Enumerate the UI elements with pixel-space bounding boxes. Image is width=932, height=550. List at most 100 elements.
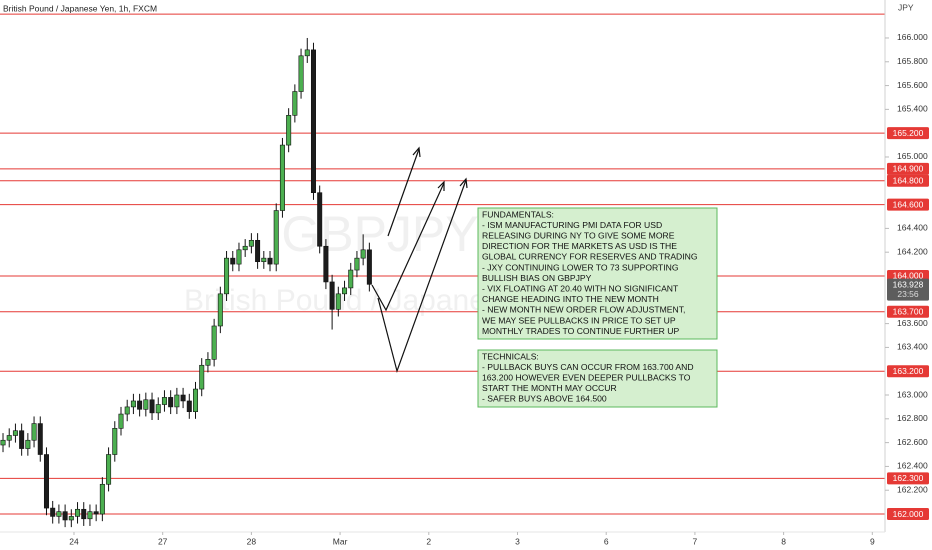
candle-body — [62, 511, 68, 521]
candle-body — [286, 115, 292, 146]
candle-body — [323, 245, 329, 283]
x-tick-label: 8 — [781, 536, 786, 546]
candle-body — [255, 239, 261, 263]
candle-body — [106, 454, 112, 485]
x-tick-label: Mar — [333, 536, 348, 546]
candle-body — [224, 257, 230, 295]
arrow-head — [412, 146, 421, 158]
candle-body — [329, 281, 335, 310]
candle-body — [317, 192, 323, 247]
annotation-line: - VIX FLOATING AT 20.40 WITH NO SIGNIFIC… — [482, 283, 679, 293]
candle-body — [37, 423, 43, 455]
candle-body — [242, 245, 248, 251]
y-tick-label: 165.400 — [897, 104, 928, 114]
candle-body — [149, 399, 155, 414]
candle-body — [335, 293, 341, 310]
last-price-label: 163.928 — [893, 279, 924, 289]
level-label: 162.000 — [893, 509, 924, 519]
candle-body — [304, 49, 310, 57]
projection-path — [387, 148, 420, 237]
candle-body — [0, 439, 6, 446]
candle-body — [199, 364, 205, 390]
y-tick-label: 165.800 — [897, 56, 928, 66]
y-tick-label: 163.000 — [897, 389, 928, 399]
candle-body — [99, 483, 105, 515]
y-tick-label: 162.200 — [897, 484, 928, 494]
annotation-line: FUNDAMENTALS: — [482, 209, 554, 219]
annotation-line: CHANGE HEADING INTO THE NEW MONTH — [482, 294, 659, 304]
x-tick-label: 24 — [69, 536, 79, 546]
candle-body — [193, 388, 199, 412]
levels — [0, 13, 885, 515]
annotation-box — [477, 349, 718, 408]
annotation-line: GLOBAL CURRENCY FOR RESERVES AND TRADING — [482, 252, 698, 262]
candle-body — [354, 257, 360, 271]
candle-body — [298, 55, 304, 92]
candle-body — [50, 507, 56, 517]
candle-body — [112, 428, 118, 455]
candle-body — [261, 257, 267, 263]
level-label: 162.300 — [893, 473, 924, 483]
candle-body — [31, 423, 37, 441]
candle-body — [12, 430, 18, 436]
annotation-line: BULLISH BIAS ON GBPJPY — [482, 273, 592, 283]
candle-body — [124, 406, 130, 415]
annotation-line: - JXY CONTINUING LOWER TO 73 SUPPORTING — [482, 262, 679, 272]
candle-body — [130, 400, 136, 408]
x-tick-label: 9 — [870, 536, 875, 546]
level-label-box — [887, 162, 929, 175]
annotation-text: FUNDAMENTALS:- ISM MANUFACTURING PMI DAT… — [482, 209, 698, 403]
arrow-head — [437, 180, 445, 191]
candle-body — [155, 404, 161, 414]
candle-body — [236, 249, 242, 265]
countdown-label: 23:56 — [897, 289, 919, 299]
last-price-box — [887, 278, 929, 301]
watermark-symbol: GBPJPY — [281, 206, 478, 262]
y-tick-label: 166.000 — [897, 32, 928, 42]
level-label: 164.600 — [893, 199, 924, 209]
level-label: 164.000 — [893, 271, 924, 281]
annotation-line: RELEASING DURING NY TO GIVE SOME MORE — [482, 230, 675, 240]
axes: 166.000 165.800 165.600 165.400 165.000 164.4… — [69, 32, 929, 546]
candle-body — [6, 435, 12, 441]
annotation-line: - PULLBACK BUYS CAN OCCUR FROM 163.700 A… — [482, 362, 694, 372]
x-tick-label: 28 — [247, 536, 257, 546]
level-label: 165.200 — [893, 128, 924, 138]
level-label: 164.900 — [893, 164, 924, 174]
candle-body — [19, 430, 25, 449]
candle-body — [248, 239, 254, 247]
candle-body — [81, 508, 87, 520]
candle-body — [205, 359, 211, 366]
level-label-box — [887, 508, 929, 521]
y-tick-label: 162.600 — [897, 437, 928, 447]
candle-body — [68, 516, 74, 521]
candle-body — [25, 439, 31, 449]
annotation-box — [477, 207, 718, 340]
y-tick-label: 163.600 — [897, 318, 928, 328]
x-tick-label: 2 — [426, 536, 431, 546]
annotation-line: 163.200 HOWEVER EVEN DEEPER PULLBACKS TO — [482, 372, 691, 382]
annotation-boxes — [477, 207, 718, 408]
level-label-box — [887, 472, 929, 485]
x-tick-label: 27 — [158, 536, 168, 546]
candle-body — [273, 210, 279, 265]
level-label: 163.200 — [893, 366, 924, 376]
candle-body — [348, 269, 354, 289]
y-tick-label: 164.400 — [897, 223, 928, 233]
candle-body — [75, 508, 81, 517]
candle-body — [230, 257, 236, 265]
candle-body — [366, 249, 372, 285]
annotation-line: - ISM MANUFACTURING PMI DATA FOR USD — [482, 220, 662, 230]
candle-body — [161, 397, 167, 405]
arrow-head — [459, 177, 468, 189]
annotation-line: START THE MONTH MAY OCCUR — [482, 383, 617, 393]
candle-body — [137, 400, 143, 410]
level-label-box — [887, 305, 929, 318]
level-label-box — [887, 127, 929, 140]
projection-path — [377, 179, 467, 374]
y-tick-label: 164.200 — [897, 246, 928, 256]
y-tick-label: 162.400 — [897, 461, 928, 471]
level-label-box — [887, 198, 929, 211]
